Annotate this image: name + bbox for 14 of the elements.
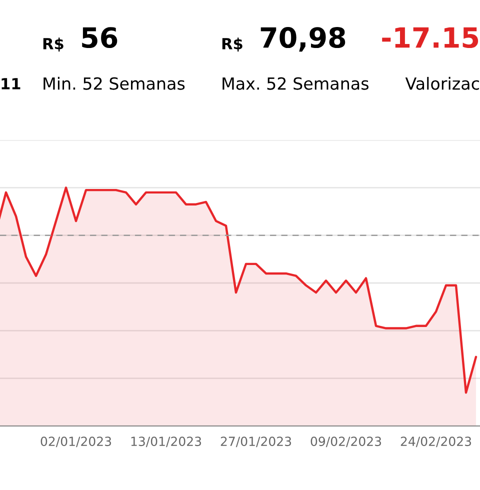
text: R$ — [43, 38, 64, 52]
x-tick-label: 24/02/2023 — [400, 436, 472, 448]
text: 70,98 — [260, 27, 346, 52]
x-tick-label: 13/01/2023 — [131, 436, 202, 448]
text: Max. 52 Semanas — [222, 77, 368, 90]
x-tick-label: 02/01/2023 — [40, 436, 112, 448]
x-tick-label: 09/02/2023 — [310, 436, 382, 448]
x-tick-label: 27/01/2023 — [220, 436, 292, 448]
text: -17.15 — [382, 27, 478, 48]
text: Valorizac — [405, 76, 479, 90]
text: R$ — [222, 38, 242, 52]
text: 11 — [2, 78, 20, 90]
text: Min. 52 Semanas — [44, 76, 185, 90]
text: 56 — [82, 27, 118, 48]
